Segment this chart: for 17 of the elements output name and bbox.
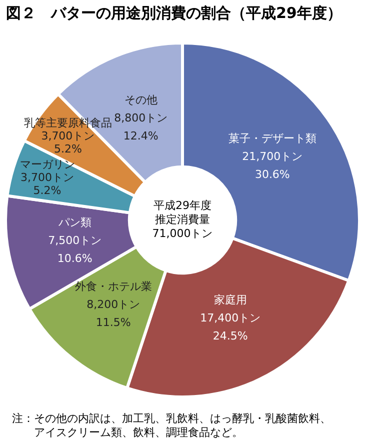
data-label: 17,400トン 24.5% (200, 312, 261, 343)
data-label: 21,700トン 30.6% (242, 150, 303, 181)
text: 注：その他の内訳は、加工乳、乳飲料、はっ酵乳・乳酸菌飲料、アイスクリーム類、飲料、調理食品など。 (11, 412, 332, 440)
slice-label: 外食・ホテル業 (74, 280, 152, 294)
text: 推定消費量 (155, 212, 210, 226)
text: 平成29年度 (154, 198, 212, 212)
slice-label: 菓子・デザート類 (228, 132, 316, 145)
slice-label: 家庭用 (214, 294, 247, 307)
slice-label: パン類 (57, 216, 92, 230)
text: 71,000トン (152, 226, 213, 240)
data-label: 3,700トン 5.2% (41, 130, 95, 156)
slice-label: その他 (124, 93, 158, 106)
data-label: 8,800トン 12.4% (114, 111, 168, 142)
data-label: 3,700トン 5.2% (20, 170, 74, 197)
chart-title: 図２ バターの用途別消費の割合（平成29年度） (5, 3, 343, 24)
data-label: 8,200トン 11.5% (86, 298, 140, 330)
data-label: 7,500トン 10.6% (48, 234, 102, 266)
